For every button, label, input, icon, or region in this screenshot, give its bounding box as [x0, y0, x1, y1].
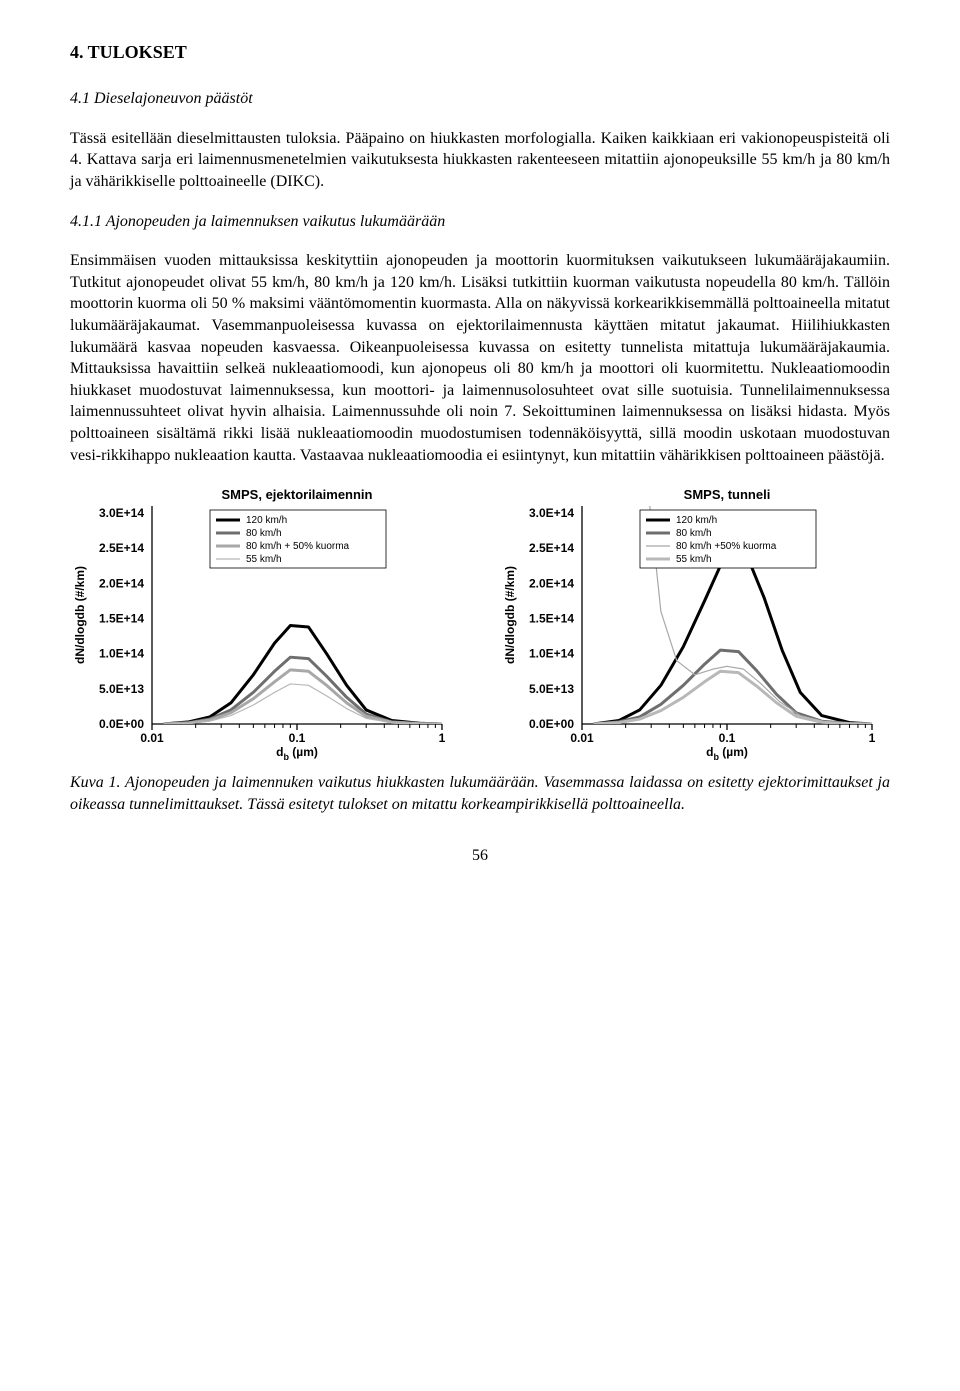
svg-text:120 km/h: 120 km/h [246, 515, 287, 526]
svg-text:2.0E+14: 2.0E+14 [529, 577, 574, 591]
svg-text:3.0E+14: 3.0E+14 [529, 506, 574, 520]
page-number: 56 [70, 845, 890, 867]
svg-text:5.0E+13: 5.0E+13 [529, 682, 574, 696]
svg-text:2.5E+14: 2.5E+14 [529, 541, 574, 555]
subsubsection-heading: 4.1.1 Ajonopeuden ja laimennuksen vaikut… [70, 211, 890, 233]
svg-text:1.0E+14: 1.0E+14 [99, 647, 144, 661]
svg-text:2.0E+14: 2.0E+14 [99, 577, 144, 591]
svg-text:3.0E+14: 3.0E+14 [99, 506, 144, 520]
chart-left: SMPS, ejektorilaimennin 0.0E+00 5.0E+13 1.0… [70, 484, 460, 764]
figure-row: SMPS, ejektorilaimennin 0.0E+00 5.0E+13 1.0… [70, 484, 890, 764]
svg-text:1: 1 [869, 731, 876, 745]
svg-text:0.0E+00: 0.0E+00 [99, 717, 144, 731]
svg-text:5.0E+13: 5.0E+13 [99, 682, 144, 696]
svg-text:1: 1 [439, 731, 446, 745]
svg-text:1.5E+14: 1.5E+14 [529, 612, 574, 626]
svg-text:0.01: 0.01 [140, 731, 164, 745]
svg-text:dN/dlogdb (#/km): dN/dlogdb (#/km) [73, 566, 87, 664]
svg-text:55 km/h: 55 km/h [676, 554, 712, 565]
svg-text:80 km/h +50% kuorma: 80 km/h +50% kuorma [676, 541, 777, 552]
svg-text:1.0E+14: 1.0E+14 [529, 647, 574, 661]
paragraph-intro: Tässä esitellään dieselmittausten tuloks… [70, 128, 890, 193]
svg-text:120 km/h: 120 km/h [676, 515, 717, 526]
svg-text:0.1: 0.1 [289, 731, 306, 745]
paragraph-body: Ensimmäisen vuoden mittauksissa keskityt… [70, 250, 890, 466]
svg-text:80 km/h: 80 km/h [246, 528, 282, 539]
subsection-heading: 4.1 Dieselajoneuvon päästöt [70, 88, 890, 110]
chart-right: SMPS, tunneli 0.0E+00 5.0E+13 1.0E+14 1.5E+1… [500, 484, 890, 764]
svg-text:SMPS, tunneli: SMPS, tunneli [684, 487, 771, 502]
svg-text:80 km/h: 80 km/h [676, 528, 712, 539]
svg-text:SMPS, ejektorilaimennin: SMPS, ejektorilaimennin [222, 487, 373, 502]
svg-text:dN/dlogdb (#/km): dN/dlogdb (#/km) [503, 566, 517, 664]
svg-text:80 km/h + 50% kuorma: 80 km/h + 50% kuorma [246, 541, 350, 552]
figure-caption: Kuva 1. Ajonopeuden ja laimennuken vaiku… [70, 772, 890, 815]
section-heading: 4. TULOKSET [70, 40, 890, 64]
svg-text:55 km/h: 55 km/h [246, 554, 282, 565]
svg-text:0.0E+00: 0.0E+00 [529, 717, 574, 731]
svg-text:1.5E+14: 1.5E+14 [99, 612, 144, 626]
svg-text:0.1: 0.1 [719, 731, 736, 745]
svg-text:0.01: 0.01 [570, 731, 594, 745]
svg-text:2.5E+14: 2.5E+14 [99, 541, 144, 555]
